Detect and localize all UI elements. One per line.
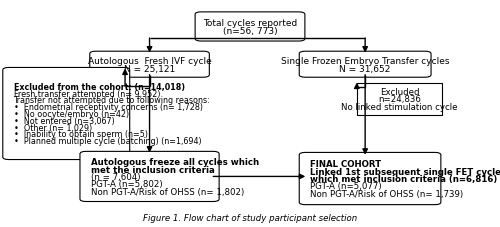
Text: Non PGT-A/Risk of OHSS (n= 1,802): Non PGT-A/Risk of OHSS (n= 1,802): [91, 187, 244, 196]
Text: •  No oocyte/embryo (n=42): • No oocyte/embryo (n=42): [14, 109, 128, 118]
Text: Single Frozen Embryo Transfer cycles: Single Frozen Embryo Transfer cycles: [281, 57, 450, 66]
Text: n=24,836: n=24,836: [378, 95, 421, 104]
Text: Linked 1st subsequent single FET cycles: Linked 1st subsequent single FET cycles: [310, 167, 500, 176]
Text: Fresh transfer attempted (n= 9,952): Fresh transfer attempted (n= 9,952): [14, 89, 160, 98]
FancyBboxPatch shape: [80, 152, 219, 202]
Text: (n=56, 773): (n=56, 773): [222, 27, 278, 36]
Text: Non PGT-A/Risk of OHSS (n= 1,739): Non PGT-A/Risk of OHSS (n= 1,739): [310, 189, 463, 198]
FancyBboxPatch shape: [195, 13, 305, 42]
Text: •  Planned multiple cycle (batching) (n=1,694): • Planned multiple cycle (batching) (n=1…: [14, 137, 201, 146]
Text: N = 31,652: N = 31,652: [340, 64, 391, 73]
Text: N = 25,121: N = 25,121: [124, 64, 175, 73]
FancyBboxPatch shape: [299, 52, 431, 78]
Text: •  Other (n= 1,029): • Other (n= 1,029): [14, 123, 92, 132]
Text: which met inclusion criteria (n=6,816): which met inclusion criteria (n=6,816): [310, 174, 498, 183]
Text: No linked stimulation cycle: No linked stimulation cycle: [341, 102, 458, 111]
Text: PGT-A (n=5,802): PGT-A (n=5,802): [91, 179, 162, 188]
Text: met the inclusion criteria: met the inclusion criteria: [91, 165, 214, 174]
Text: Total cycles reported: Total cycles reported: [203, 19, 297, 28]
FancyBboxPatch shape: [3, 68, 130, 160]
Bar: [356, 83, 442, 116]
Text: Excluded: Excluded: [380, 88, 419, 97]
Text: Autologous  Fresh IVF cycle: Autologous Fresh IVF cycle: [88, 57, 212, 66]
Text: •  Inability to obtain sperm (n=5): • Inability to obtain sperm (n=5): [14, 130, 147, 139]
Text: (n = 7,604): (n = 7,604): [91, 172, 140, 181]
Text: Autologous freeze all cycles which: Autologous freeze all cycles which: [91, 158, 259, 167]
Text: Excluded from the cohort: (n=14,018): Excluded from the cohort: (n=14,018): [14, 82, 184, 91]
Text: •  Endometrial receptivity concerns (n= 1,728): • Endometrial receptivity concerns (n= 1…: [14, 103, 202, 112]
Text: Figure 1. Flow chart of study participant selection: Figure 1. Flow chart of study participan…: [143, 213, 357, 222]
FancyBboxPatch shape: [90, 52, 210, 78]
FancyBboxPatch shape: [299, 153, 441, 205]
Text: FINAL COHORT: FINAL COHORT: [310, 160, 381, 169]
Text: Transfer not attempted due to following reasons:: Transfer not attempted due to following …: [14, 96, 210, 105]
Text: PGT-A (n=5,077): PGT-A (n=5,077): [310, 182, 382, 190]
Text: •  Not entered (n=3,067): • Not entered (n=3,067): [14, 116, 114, 125]
